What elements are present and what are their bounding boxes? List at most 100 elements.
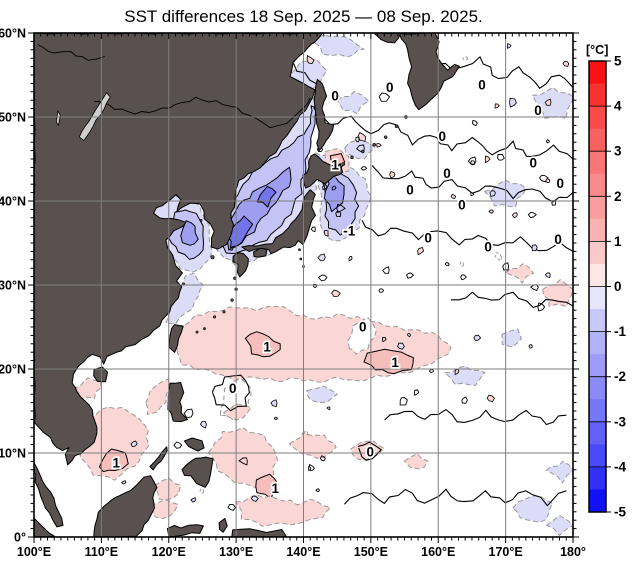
speckle bbox=[306, 54, 315, 65]
speckle bbox=[528, 344, 533, 349]
speckle bbox=[484, 155, 491, 164]
speckle bbox=[376, 142, 382, 148]
land-taiwan bbox=[168, 324, 184, 353]
speckle bbox=[303, 430, 309, 436]
y-axis-tick-label: 10°N bbox=[0, 447, 26, 461]
speckle bbox=[414, 389, 420, 396]
speckle bbox=[273, 416, 279, 421]
land-kamchatka bbox=[398, 33, 460, 111]
speckle bbox=[322, 184, 328, 190]
speckle bbox=[317, 253, 326, 262]
speckle bbox=[331, 289, 341, 298]
colorbar-step bbox=[589, 83, 606, 107]
zero-contour bbox=[343, 488, 567, 507]
anomaly-region-philsea-mid-p05 bbox=[223, 403, 252, 421]
contour-label: 0 bbox=[359, 320, 367, 335]
anomaly-region-kuroshio-hole-east bbox=[347, 317, 377, 355]
colorbar-step bbox=[589, 331, 606, 355]
anomaly-region-scs-p1 bbox=[99, 448, 129, 473]
colorbar-step bbox=[589, 173, 606, 197]
colorbar-tick-label: -5 bbox=[614, 505, 626, 520]
anomaly-region-philippine-sea-p1 bbox=[255, 473, 279, 500]
speckle bbox=[538, 174, 549, 183]
anomaly-region-okhotsk-east-m05 bbox=[336, 91, 370, 115]
x-axis-tick-label: 130°E bbox=[219, 545, 253, 559]
colorbar-step bbox=[589, 241, 606, 265]
zero-contour bbox=[450, 291, 573, 309]
contour-label: 1 bbox=[331, 157, 339, 172]
land-new-guinea-strip bbox=[231, 528, 288, 537]
colorbar-step bbox=[589, 263, 606, 287]
colorbar-tick-label: -3 bbox=[614, 414, 626, 429]
colorbar-step bbox=[589, 196, 606, 220]
island-dot bbox=[299, 257, 303, 261]
zero-contour bbox=[371, 165, 573, 203]
speckle bbox=[190, 497, 196, 503]
colorbar-step bbox=[589, 128, 606, 152]
island-dot bbox=[199, 219, 203, 222]
speckle bbox=[417, 247, 425, 256]
contour-label: 0 bbox=[229, 381, 237, 396]
speckle bbox=[355, 136, 360, 143]
speckle bbox=[486, 394, 496, 403]
speckle bbox=[397, 342, 405, 350]
anomaly-region-npac-m05b bbox=[444, 365, 486, 386]
chart-title: SST differences 18 Sep. 2025 — 08 Sep. 2… bbox=[124, 7, 483, 26]
island-dot bbox=[341, 162, 346, 166]
contour-label: 0 bbox=[406, 183, 414, 198]
speckle bbox=[544, 98, 552, 106]
speckle bbox=[537, 302, 546, 312]
speckle bbox=[130, 440, 138, 448]
island-dot bbox=[222, 310, 226, 314]
zero-contour bbox=[384, 408, 567, 426]
speckle bbox=[406, 272, 415, 279]
contour-label: 0 bbox=[529, 156, 537, 171]
x-axis-tick-label: 170°E bbox=[489, 545, 523, 559]
island-dot bbox=[350, 155, 354, 160]
island-dot bbox=[210, 255, 215, 260]
speckle bbox=[562, 60, 570, 67]
axes: 100°E 110°E 120°E 130°E 140°E 150°E 160°E 170°E… bbox=[0, 27, 586, 560]
anomaly-region-okhotsk-kuril-m05 bbox=[344, 137, 376, 160]
anomaly-region-eq-east-m05b bbox=[545, 460, 573, 484]
speckle bbox=[527, 211, 537, 219]
colorbar: 5 4 3 2 1 0 -1 -2 -3 -4 -5 [°C] bbox=[586, 43, 626, 520]
y-axis-tick-label: 60°N bbox=[0, 27, 26, 41]
island-dot bbox=[298, 248, 301, 252]
zero-contour bbox=[361, 219, 573, 252]
island-dot bbox=[230, 298, 234, 302]
speckle bbox=[317, 274, 328, 282]
speckle bbox=[238, 457, 248, 466]
colorbar-step bbox=[589, 354, 606, 378]
zero-contour bbox=[211, 374, 250, 412]
anomaly-region-micronesia-p05a bbox=[288, 431, 337, 459]
contour-label: 0 bbox=[366, 445, 374, 460]
y-axis-tick-label: 40°N bbox=[0, 195, 26, 209]
anomaly-region-okhotsk-north-m05 bbox=[309, 34, 365, 58]
speckle bbox=[494, 251, 502, 262]
colorbar-tick-label: -2 bbox=[614, 369, 626, 384]
colorbar-frame bbox=[588, 60, 607, 513]
speckle bbox=[460, 274, 467, 281]
speckle bbox=[389, 171, 396, 179]
speckle bbox=[227, 503, 237, 511]
anomaly-region-east-edge-p05b bbox=[505, 263, 534, 284]
anomaly-region-sea-of-japan-m3b bbox=[256, 185, 277, 208]
speckle bbox=[444, 261, 450, 267]
speckle bbox=[308, 466, 312, 471]
colorbar-step bbox=[589, 286, 606, 310]
speckle bbox=[511, 212, 518, 219]
island-dot bbox=[213, 315, 217, 319]
zero-contour-lines bbox=[211, 33, 573, 507]
anomaly-region-kuroshio-core-east-p1 bbox=[363, 348, 414, 375]
speckle bbox=[336, 203, 346, 214]
anomaly-region-sulu-p05 bbox=[154, 477, 182, 501]
land-honshu bbox=[241, 189, 316, 255]
contour-label: 1 bbox=[263, 340, 271, 355]
anomaly-region-celebes-p05 bbox=[150, 499, 179, 519]
anomaly-region-eq-east-m05a bbox=[512, 495, 554, 523]
speckle bbox=[315, 488, 321, 492]
speckle bbox=[450, 193, 457, 199]
colorbar-tick-label: 4 bbox=[614, 99, 622, 114]
